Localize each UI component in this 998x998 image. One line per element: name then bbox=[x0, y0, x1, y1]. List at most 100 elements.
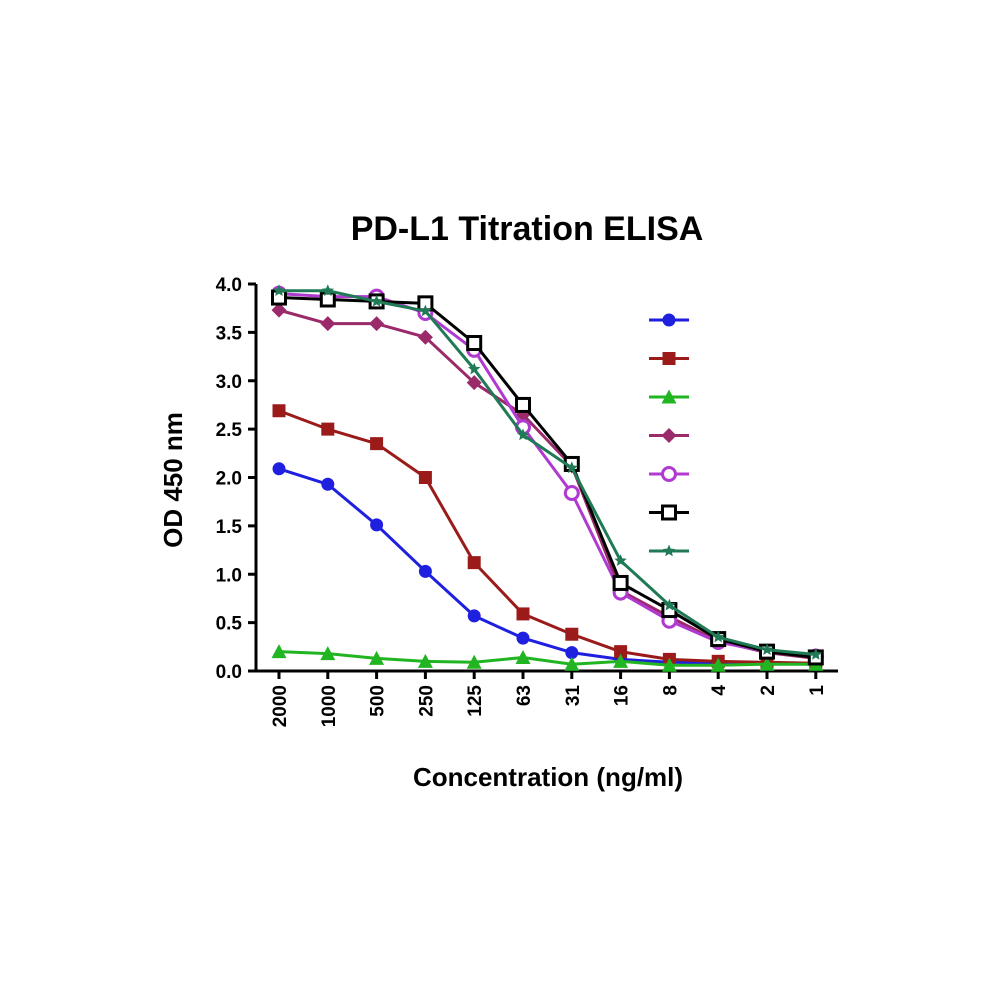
y-tick-label: 2.5 bbox=[216, 420, 243, 441]
legend-item-4 bbox=[649, 428, 689, 443]
data-point bbox=[418, 564, 432, 578]
data-point bbox=[419, 304, 432, 317]
data-point bbox=[466, 375, 482, 391]
x-tick-label: 31 bbox=[563, 685, 584, 707]
series-line bbox=[278, 308, 816, 660]
data-point bbox=[613, 653, 629, 668]
legend-marker bbox=[661, 466, 677, 482]
x-tick-label: 63 bbox=[514, 685, 535, 706]
data-point bbox=[614, 554, 627, 566]
y-tick-label: 0.0 bbox=[216, 662, 242, 683]
data-point bbox=[661, 657, 677, 672]
data-point bbox=[320, 646, 336, 661]
data-point bbox=[370, 437, 384, 451]
y-tick-label: 1.0 bbox=[216, 565, 242, 586]
legend-item-1 bbox=[649, 313, 689, 327]
data-point bbox=[370, 294, 383, 307]
series-line bbox=[278, 409, 816, 665]
series-1 bbox=[272, 462, 823, 671]
data-point bbox=[563, 484, 580, 501]
y-ticks: 0.0 0.5 1.0 1.5 2.0 2.5 3.0 3.5 4.0 bbox=[216, 275, 256, 683]
series-3 bbox=[271, 644, 824, 672]
y-tick-label: 2.0 bbox=[216, 469, 242, 490]
x-tick-label: 125 bbox=[465, 685, 486, 717]
data-point bbox=[515, 396, 531, 413]
data-point bbox=[565, 627, 579, 641]
legend-item-5 bbox=[649, 466, 689, 482]
data-point bbox=[516, 428, 530, 441]
data-point bbox=[320, 316, 336, 332]
x-tick-label: 2 bbox=[758, 685, 779, 696]
data-point bbox=[271, 644, 287, 659]
data-point bbox=[272, 284, 286, 297]
legend-item-3 bbox=[649, 389, 689, 404]
data-point bbox=[515, 649, 531, 664]
legend-marker bbox=[662, 352, 676, 365]
data-point bbox=[272, 404, 286, 418]
data-point bbox=[710, 657, 726, 672]
data-point bbox=[516, 631, 530, 645]
x-tick-label: 500 bbox=[368, 685, 389, 717]
data-point bbox=[319, 291, 336, 308]
series-line bbox=[278, 650, 816, 667]
data-point bbox=[370, 518, 384, 532]
legend-marker bbox=[661, 389, 677, 404]
data-point bbox=[271, 302, 287, 318]
series-6 bbox=[271, 289, 824, 666]
legend-item-6 bbox=[649, 504, 689, 521]
data-point bbox=[759, 656, 775, 671]
data-point bbox=[467, 556, 481, 570]
data-point bbox=[321, 284, 334, 297]
data-point bbox=[663, 598, 676, 611]
series-7 bbox=[272, 284, 822, 660]
series-4 bbox=[271, 302, 824, 666]
legend-marker bbox=[662, 313, 676, 327]
data-point bbox=[467, 609, 481, 623]
x-tick-label: 1 bbox=[807, 685, 828, 696]
series-line bbox=[279, 289, 816, 657]
data-point bbox=[466, 335, 483, 352]
x-ticks: 2000 1000 500 250 125 63 31 16 8 4 2 1 bbox=[270, 671, 828, 727]
data-point bbox=[417, 329, 433, 345]
legend bbox=[649, 313, 689, 557]
data-point bbox=[564, 656, 580, 671]
data-point bbox=[565, 646, 579, 660]
data-point bbox=[272, 462, 286, 476]
data-point bbox=[369, 316, 385, 332]
data-point bbox=[468, 362, 481, 375]
data-point bbox=[516, 607, 530, 621]
y-tick-label: 3.5 bbox=[216, 323, 243, 344]
data-point bbox=[612, 574, 629, 591]
data-point bbox=[417, 653, 433, 668]
legend-marker bbox=[661, 504, 677, 521]
x-tick-label: 8 bbox=[660, 685, 681, 696]
data-point bbox=[565, 461, 578, 474]
data-point bbox=[418, 471, 432, 484]
data-point bbox=[369, 650, 385, 665]
x-tick-label: 250 bbox=[416, 685, 437, 717]
series-layer bbox=[271, 284, 824, 672]
series-line bbox=[278, 296, 816, 659]
data-point bbox=[466, 654, 482, 669]
chart-title: PD-L1 Titration ELISA bbox=[351, 210, 704, 248]
data-point bbox=[321, 422, 335, 436]
legend-marker bbox=[662, 544, 676, 557]
series-line bbox=[278, 467, 816, 666]
x-tick-label: 4 bbox=[709, 685, 730, 696]
data-point bbox=[712, 630, 725, 643]
legend-item-7 bbox=[649, 544, 689, 557]
series-line bbox=[278, 292, 816, 658]
y-tick-label: 4.0 bbox=[216, 275, 242, 296]
y-tick-label: 1.5 bbox=[216, 517, 243, 538]
x-tick-label: 16 bbox=[612, 685, 633, 706]
y-axis-label: OD 450 nm bbox=[158, 412, 188, 548]
x-axis-label: Concentration (ng/ml) bbox=[413, 762, 683, 792]
y-tick-label: 3.0 bbox=[216, 372, 242, 393]
series-2 bbox=[272, 404, 823, 670]
legend-item-2 bbox=[649, 352, 689, 365]
data-point bbox=[614, 645, 628, 659]
x-tick-label: 2000 bbox=[270, 685, 291, 727]
data-point bbox=[321, 477, 335, 491]
legend-marker bbox=[661, 428, 677, 443]
